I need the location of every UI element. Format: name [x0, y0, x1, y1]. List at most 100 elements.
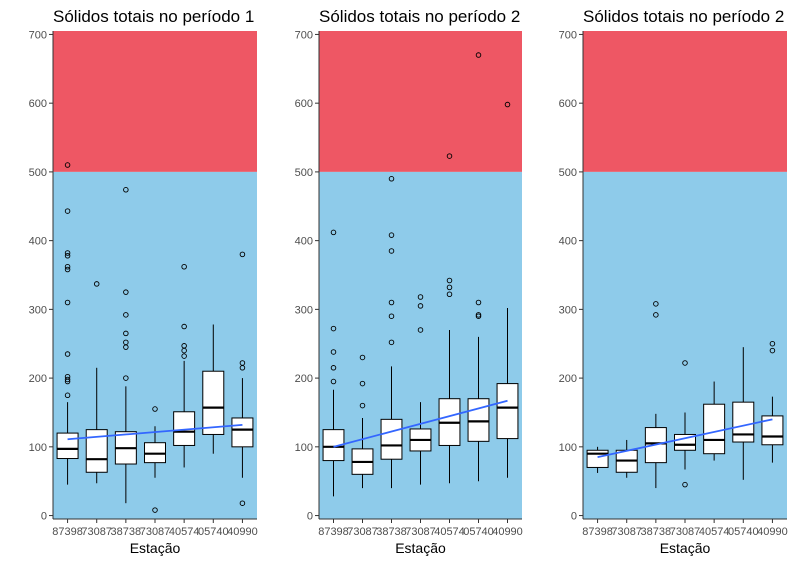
- outlier-point: [359, 354, 366, 361]
- box-iqr: [56, 432, 79, 460]
- x-tick-label: 73087: [140, 526, 171, 538]
- y-tick-label: 300: [29, 304, 47, 316]
- x-tick-label: 38738: [641, 526, 672, 538]
- outlier-point: [239, 500, 246, 506]
- y-tick-label: 0: [41, 511, 47, 523]
- outlier-point: [64, 299, 71, 306]
- x-tick-label: 87398: [52, 526, 83, 538]
- x-tick-label: 73087: [405, 526, 436, 538]
- x-axis-label: Estação: [395, 540, 446, 556]
- box-4: [144, 406, 166, 513]
- outlier-point: [64, 208, 71, 214]
- box-5: [438, 153, 461, 484]
- box-iqr: [703, 403, 726, 455]
- y-tick-label: 300: [559, 304, 577, 316]
- box-4: [674, 360, 696, 488]
- box-iqr: [674, 433, 696, 451]
- trend-line: [333, 399, 508, 448]
- outlier-point: [181, 353, 187, 359]
- outlier-point: [330, 349, 337, 355]
- outlier-point: [504, 101, 511, 108]
- x-tick-label: 40990: [492, 526, 523, 538]
- outlier-point: [359, 402, 366, 409]
- panel-2: 0100200300400500600700873987308738738730…: [295, 7, 523, 556]
- outlier-point: [446, 284, 453, 291]
- outlier-point: [64, 376, 71, 383]
- y-tick-label: 500: [29, 167, 47, 179]
- y-tick-label: 0: [571, 511, 577, 523]
- x-axis-label: Estação: [660, 540, 711, 556]
- outlier-point: [152, 406, 158, 412]
- outlier-point: [64, 162, 71, 168]
- box-6: [732, 347, 755, 480]
- box-iqr: [732, 401, 755, 443]
- box-6: [202, 324, 225, 454]
- chart-title: Sólidos totais no período 2: [319, 7, 520, 26]
- outlier-point: [123, 375, 129, 381]
- outlier-point: [330, 365, 337, 371]
- y-tick-label: 100: [295, 442, 313, 454]
- plot-area: [583, 31, 787, 519]
- x-tick-label: 05740: [198, 526, 229, 538]
- box-3: [114, 187, 137, 504]
- trend-line: [597, 418, 773, 459]
- outlier-point: [123, 312, 129, 318]
- x-tick-label: 40574: [169, 526, 200, 538]
- y-tick-label: 400: [295, 236, 313, 248]
- y-tick-label: 300: [295, 304, 313, 316]
- outlier-point: [653, 301, 659, 307]
- x-axis-label: Estação: [130, 540, 181, 556]
- box-2: [351, 354, 374, 489]
- box-iqr: [231, 417, 254, 448]
- panel-1: 0100200300400500600700873987308738738730…: [29, 7, 258, 556]
- outlier-point: [475, 52, 482, 58]
- outlier-point: [330, 229, 337, 236]
- outlier-point: [64, 392, 71, 399]
- outlier-point: [330, 378, 337, 385]
- x-tick-label: 40990: [227, 526, 258, 538]
- box-7: [761, 340, 784, 463]
- outlier-point: [388, 299, 395, 306]
- outlier-point: [388, 313, 395, 319]
- y-tick-label: 600: [295, 98, 313, 110]
- outlier-point: [388, 248, 395, 254]
- outlier-point: [64, 264, 71, 270]
- x-tick-label: 40990: [757, 526, 788, 538]
- outlier-point: [388, 232, 395, 238]
- outlier-point: [388, 176, 395, 182]
- x-tick-label: 40574: [434, 526, 465, 538]
- outlier-point: [475, 299, 482, 306]
- danger-zone: [319, 31, 522, 172]
- x-tick-label: 73087: [670, 526, 701, 538]
- outlier-point: [446, 291, 453, 297]
- x-tick-label: 73087: [81, 526, 112, 538]
- x-tick-label: 40574: [699, 526, 730, 538]
- box-5: [703, 381, 726, 461]
- chart-title: Sólidos totais no período 2: [583, 7, 784, 26]
- y-tick-label: 400: [559, 236, 577, 248]
- y-tick-label: 400: [29, 236, 47, 248]
- box-iqr: [85, 429, 108, 473]
- outlier-point: [64, 373, 71, 380]
- outlier-point: [330, 325, 337, 332]
- box-iqr: [380, 418, 403, 460]
- y-tick-label: 700: [29, 29, 47, 41]
- outlier-point: [123, 339, 129, 346]
- box-iqr: [202, 370, 225, 435]
- danger-zone: [583, 31, 787, 172]
- y-tick-label: 500: [559, 167, 577, 179]
- outlier-point: [446, 277, 453, 284]
- y-tick-label: 200: [559, 373, 577, 385]
- outlier-point: [181, 264, 187, 270]
- outlier-point: [359, 380, 366, 387]
- outlier-point: [64, 250, 71, 256]
- trend-line: [67, 423, 243, 441]
- outlier-point: [64, 253, 71, 259]
- y-tick-label: 200: [29, 373, 47, 385]
- outlier-point: [239, 360, 246, 366]
- x-tick-label: 38738: [376, 526, 407, 538]
- box-iqr: [322, 429, 345, 462]
- y-tick-label: 700: [559, 29, 577, 41]
- outlier-point: [417, 303, 424, 309]
